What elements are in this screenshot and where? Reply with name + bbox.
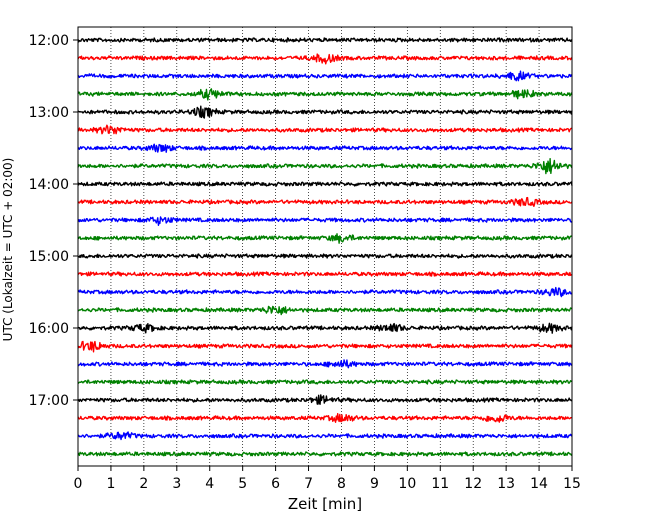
x-tick-label: 15 — [563, 476, 581, 492]
y-axis-label: UTC (Lokalzeit = UTC + 02:00) — [1, 158, 15, 342]
trace-1330 — [77, 143, 573, 153]
trace-1700 — [77, 394, 573, 405]
x-axis-label: Zeit [min] — [288, 495, 362, 513]
trace-1515 — [77, 271, 573, 277]
grid-lines — [110, 27, 540, 466]
y-tick-label: 17:00 — [29, 393, 69, 409]
trace-1600 — [77, 322, 573, 334]
y-tick-label: 16:00 — [29, 321, 69, 337]
x-tick-label: 7 — [304, 476, 313, 492]
trace-1545 — [77, 305, 573, 316]
x-tick-label: 1 — [106, 476, 115, 492]
x-tick-label: 6 — [271, 476, 280, 492]
trace-1215 — [77, 53, 573, 65]
x-tick-label: 13 — [497, 476, 515, 492]
plot-frame — [77, 26, 573, 467]
trace-1530 — [77, 286, 573, 298]
trace-1645 — [77, 379, 573, 385]
trace-1230 — [77, 70, 573, 82]
x-tick-label: 12 — [464, 476, 482, 492]
y-tick-label: 15:00 — [29, 249, 69, 265]
trace-1500 — [77, 253, 573, 259]
trace-1615 — [77, 340, 573, 353]
x-tick-label: 9 — [370, 476, 379, 492]
trace-1400 — [77, 181, 573, 187]
trace-1415 — [77, 196, 573, 207]
seismic-traces — [77, 37, 573, 457]
trace-1345 — [77, 157, 573, 175]
trace-1730 — [77, 431, 573, 441]
x-tick-label: 14 — [530, 476, 548, 492]
x-tick-label: 2 — [139, 476, 148, 492]
trace-1715 — [77, 413, 573, 423]
x-tick-label: 5 — [238, 476, 247, 492]
x-tick-label: 8 — [337, 476, 346, 492]
y-tick-label: 13:00 — [29, 105, 69, 121]
y-axis-ticks: 12:00 13:00 14:00 15:00 16:00 17:00 — [29, 33, 78, 409]
x-tick-label: 4 — [205, 476, 214, 492]
x-tick-label: 0 — [74, 476, 83, 492]
x-axis-ticks: 0 1 2 3 4 5 6 7 8 9 10 11 12 13 14 15 — [74, 466, 581, 492]
trace-1745 — [77, 451, 573, 457]
trace-1445 — [77, 233, 573, 244]
trace-1200 — [77, 37, 573, 43]
trace-1630 — [77, 359, 573, 369]
trace-1245 — [77, 88, 573, 101]
trace-1315 — [77, 124, 573, 135]
x-tick-label: 3 — [172, 476, 181, 492]
x-tick-label: 11 — [431, 476, 449, 492]
trace-1300 — [77, 105, 573, 119]
y-tick-label: 14:00 — [29, 177, 69, 193]
trace-1430 — [77, 216, 573, 226]
y-tick-label: 12:00 — [29, 33, 69, 49]
x-tick-label: 10 — [398, 476, 416, 492]
